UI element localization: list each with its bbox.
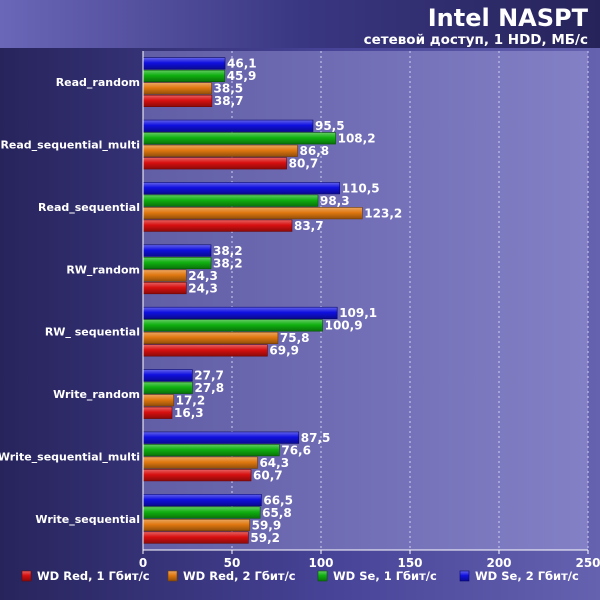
bar bbox=[142, 119, 314, 132]
bar bbox=[142, 132, 336, 145]
data-label: 59,9 bbox=[252, 518, 282, 532]
bar bbox=[142, 494, 262, 507]
bar bbox=[142, 431, 300, 444]
x-tick-label: 0 bbox=[139, 556, 147, 570]
data-label: 65,8 bbox=[262, 506, 292, 520]
data-label: 83,7 bbox=[294, 219, 324, 233]
bar bbox=[142, 144, 298, 157]
legend-label: WD Red, 2 Гбит/с bbox=[183, 569, 296, 583]
data-label: 100,9 bbox=[325, 319, 363, 333]
legend-swatch bbox=[21, 570, 32, 582]
title-banner bbox=[0, 0, 600, 48]
bar bbox=[142, 194, 319, 207]
bar bbox=[142, 394, 174, 407]
bar bbox=[142, 444, 280, 457]
bar bbox=[142, 182, 340, 195]
data-label: 27,8 bbox=[194, 381, 224, 395]
bar bbox=[142, 207, 363, 220]
data-label: 75,8 bbox=[280, 331, 310, 345]
category-labels-group: Read_random Read_sequential_multi Read_seq… bbox=[0, 76, 140, 526]
data-label: 66,5 bbox=[263, 493, 293, 507]
category-label: Write_sequential_multi bbox=[0, 450, 140, 463]
bar bbox=[142, 244, 212, 257]
data-label: 98,3 bbox=[320, 194, 350, 208]
bar bbox=[142, 506, 261, 519]
bar bbox=[142, 469, 252, 482]
chart-subtitle: сетевой доступ, 1 HDD, МБ/с bbox=[364, 32, 588, 48]
bar bbox=[142, 519, 250, 532]
data-label: 16,3 bbox=[174, 406, 204, 420]
bar bbox=[142, 381, 193, 394]
data-label: 38,2 bbox=[213, 244, 243, 258]
bar bbox=[142, 456, 258, 469]
x-tick-label: 100 bbox=[308, 556, 333, 570]
data-label: 59,2 bbox=[250, 531, 280, 545]
data-label: 38,7 bbox=[214, 94, 244, 108]
data-label: 38,5 bbox=[214, 82, 244, 96]
bar bbox=[142, 306, 338, 319]
legend-swatch bbox=[317, 570, 328, 582]
legend-label: WD Se, 2 Гбит/с bbox=[475, 569, 579, 583]
bar bbox=[142, 82, 212, 95]
data-label: 24,3 bbox=[188, 281, 218, 295]
data-label: 17,2 bbox=[176, 394, 206, 408]
legend: WD Red, 1 Гбит/с WD Red, 2 Гбит/с WD Se, 1… bbox=[21, 569, 579, 583]
data-label: 38,2 bbox=[213, 256, 243, 270]
bar bbox=[142, 257, 212, 270]
x-tick-label: 50 bbox=[224, 556, 241, 570]
bar bbox=[142, 531, 249, 544]
data-label: 60,7 bbox=[253, 468, 283, 482]
bar bbox=[142, 219, 293, 232]
category-label: Read_sequential bbox=[38, 201, 140, 214]
legend-swatch bbox=[459, 570, 470, 582]
category-label: Write_random bbox=[53, 388, 140, 401]
category-label: Read_sequential_multi bbox=[0, 139, 140, 152]
legend-label: WD Se, 1 Гбит/с bbox=[333, 569, 437, 583]
legend-label: WD Red, 1 Гбит/с bbox=[37, 569, 150, 583]
data-label: 109,1 bbox=[339, 306, 377, 320]
data-label: 46,1 bbox=[227, 57, 257, 71]
data-label: 95,5 bbox=[315, 119, 345, 133]
category-label: RW_ sequential bbox=[45, 326, 140, 339]
data-label: 27,7 bbox=[194, 369, 224, 383]
data-label: 87,5 bbox=[301, 431, 331, 445]
bar bbox=[142, 57, 226, 70]
data-label: 110,5 bbox=[342, 181, 380, 195]
x-axis-ticks: 0 50 100 150 200 250 bbox=[139, 550, 600, 570]
x-tick-label: 200 bbox=[486, 556, 511, 570]
bar bbox=[142, 406, 173, 419]
bar bbox=[142, 344, 268, 357]
data-label: 108,2 bbox=[338, 132, 376, 146]
data-label: 24,3 bbox=[188, 269, 218, 283]
bar bbox=[142, 94, 213, 107]
chart-title: Intel NASPT bbox=[428, 4, 589, 32]
bar bbox=[142, 369, 193, 382]
data-label: 123,2 bbox=[364, 206, 402, 220]
data-label: 80,7 bbox=[289, 157, 319, 171]
data-label: 64,3 bbox=[259, 456, 289, 470]
category-label: Read_random bbox=[56, 76, 140, 89]
x-tick-label: 250 bbox=[575, 556, 600, 570]
data-label: 69,9 bbox=[269, 344, 299, 358]
category-label: Write_sequential bbox=[35, 513, 140, 526]
data-label: 45,9 bbox=[227, 69, 257, 83]
legend-swatch bbox=[167, 570, 178, 582]
bar bbox=[142, 157, 287, 170]
bar bbox=[142, 331, 279, 344]
bar bbox=[142, 319, 323, 332]
bar bbox=[142, 69, 226, 82]
x-tick-label: 150 bbox=[397, 556, 422, 570]
data-label: 86,8 bbox=[300, 144, 330, 158]
bar bbox=[142, 282, 187, 295]
category-label: RW_random bbox=[66, 263, 140, 276]
bar bbox=[142, 269, 187, 282]
data-label: 76,6 bbox=[281, 443, 311, 457]
